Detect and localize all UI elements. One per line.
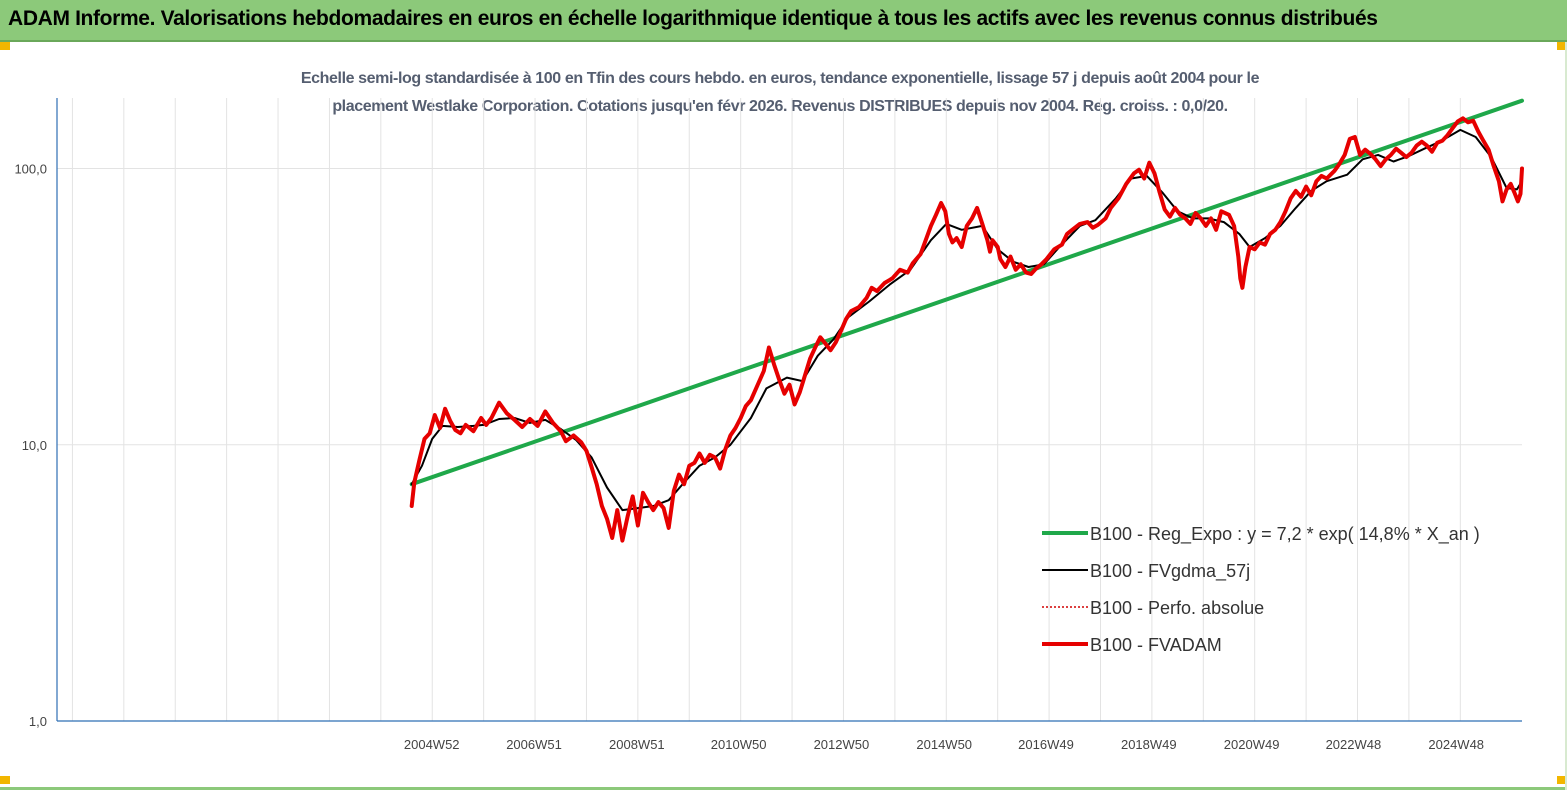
banner: ADAM Informe. Valorisations hebdomadaire… xyxy=(0,0,1567,42)
legend-layer: B100 - Reg_Expo : y = 7,2 * exp( 14,8% *… xyxy=(1042,524,1480,655)
corner-marker-top-right xyxy=(1557,42,1567,50)
corner-marker-bottom-left xyxy=(0,776,10,784)
legend-label: B100 - Perfo. absolue xyxy=(1090,598,1264,618)
y-tick-label: 1,0 xyxy=(29,714,47,729)
banner-title: ADAM Informe. Valorisations hebdomadaire… xyxy=(8,7,1378,30)
x-tick-label: 2024W48 xyxy=(1428,737,1484,752)
chart-title-line-1: Echelle semi-log standardisée à 100 en T… xyxy=(300,70,1260,87)
legend-label: B100 - FVgdma_57j xyxy=(1090,561,1250,582)
y-tick-label: 10,0 xyxy=(22,438,47,453)
x-tick-label: 2014W50 xyxy=(916,737,972,752)
legend-label: B100 - Reg_Expo : y = 7,2 * exp( 14,8% *… xyxy=(1090,524,1480,545)
y-tick-label: 100,0 xyxy=(14,162,47,177)
x-tick-label: 2004W52 xyxy=(404,737,460,752)
series-line-1 xyxy=(410,128,1523,512)
series-line-3 xyxy=(409,116,1524,543)
series-line-0 xyxy=(409,98,1524,487)
x-tick-label: 2010W50 xyxy=(711,737,767,752)
bottom-rule xyxy=(0,787,1567,790)
corner-marker-top-left xyxy=(0,42,10,50)
right-rule xyxy=(1565,42,1567,790)
x-tick-label: 2018W49 xyxy=(1121,737,1177,752)
corner-marker-bottom-right xyxy=(1557,776,1567,784)
legend-label: B100 - FVADAM xyxy=(1090,635,1222,655)
series-layer xyxy=(409,98,1524,543)
x-tick-label: 2012W50 xyxy=(814,737,870,752)
x-tick-label: 2008W51 xyxy=(609,737,665,752)
chart-title-line-2: placement Westlake Corporation. Cotation… xyxy=(332,98,1228,115)
x-tick-label: 2006W51 xyxy=(506,737,562,752)
axis-layer: 1,0 10,0 100,0 2004W52 2006W51 2008W51 2010W50… xyxy=(14,98,1522,752)
x-tick-label: 2020W49 xyxy=(1224,737,1280,752)
x-tick-label: 2022W48 xyxy=(1326,737,1382,752)
x-tick-label: 2016W49 xyxy=(1018,737,1074,752)
